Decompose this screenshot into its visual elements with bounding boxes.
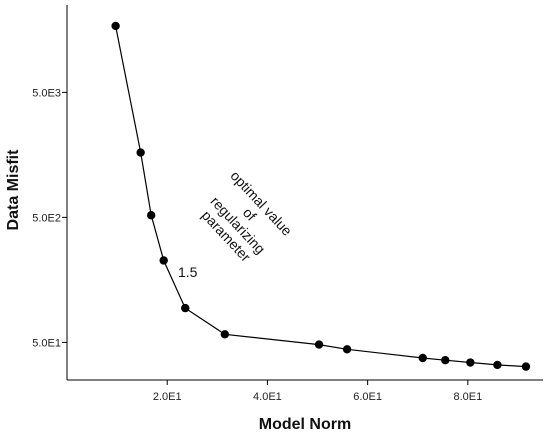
data-point bbox=[418, 353, 427, 363]
series-line bbox=[115, 25, 527, 368]
data-point bbox=[136, 148, 145, 157]
y-axis-title: Data Misfit bbox=[5, 149, 22, 231]
data-point bbox=[314, 340, 324, 349]
axis-ticks: 2.0E1 4.0E1 6.0E1 8.0E1 5.0E1 5.0E2 5.0E3 bbox=[32, 87, 482, 403]
data-point bbox=[111, 21, 120, 31]
data-point bbox=[159, 256, 168, 265]
x-tick-label: 8.0E1 bbox=[453, 391, 482, 403]
y-tick-label: 5.0E3 bbox=[32, 87, 61, 99]
data-point bbox=[342, 345, 352, 354]
x-axis-title: Model Norm bbox=[259, 416, 351, 433]
axes bbox=[66, 5, 543, 381]
data-point bbox=[181, 303, 190, 313]
data-point bbox=[466, 358, 475, 367]
x-tick-label: 4.0E1 bbox=[253, 391, 282, 403]
annotation-value: 1.5 bbox=[178, 264, 198, 280]
annotation-optimal-value: optimal value of regularizing parameter bbox=[199, 168, 296, 265]
data-series bbox=[111, 21, 531, 371]
x-tick-label: 6.0E1 bbox=[353, 391, 382, 403]
data-point bbox=[441, 356, 450, 365]
y-tick-label: 5.0E1 bbox=[32, 337, 61, 349]
y-tick-label: 5.0E2 bbox=[32, 212, 61, 224]
data-point bbox=[146, 211, 156, 220]
data-point bbox=[220, 330, 230, 339]
x-tick-label: 2.0E1 bbox=[153, 391, 182, 403]
data-point bbox=[521, 362, 531, 371]
data-point bbox=[493, 360, 502, 370]
